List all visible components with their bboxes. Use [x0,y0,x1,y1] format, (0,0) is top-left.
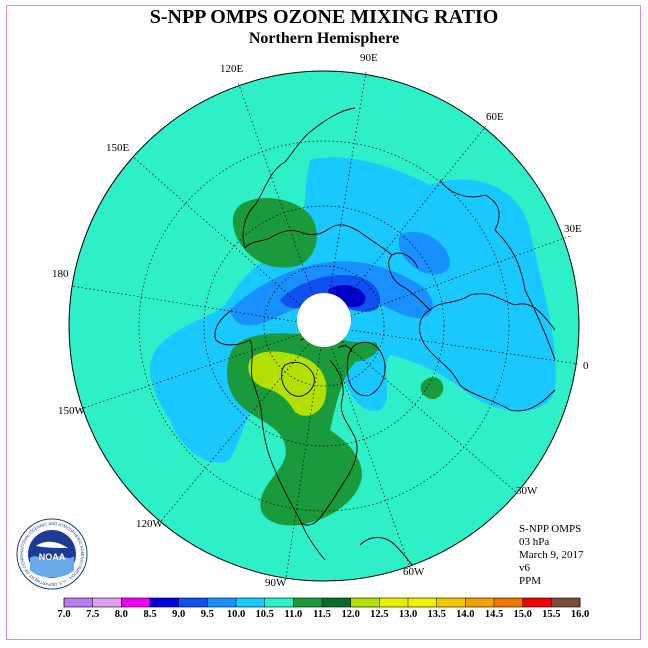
colorbar-swatch [465,598,495,607]
meridian-180 [71,285,325,327]
region-mid-blue-east [398,231,451,275]
logo-text: NOAA [39,552,66,562]
coast-arabia [494,229,526,291]
colorbar-tick-label: 14.5 [485,609,503,620]
info-date: March 9, 2017 [519,549,584,561]
colorbar-tick-label: 9.0 [172,609,185,620]
graticule [71,71,579,579]
colorbar-swatch [178,598,208,607]
colorbar-tick-label: 11.0 [284,609,302,620]
colorbar-tick-label: 10.0 [227,609,245,620]
meridian-150e [131,155,325,327]
coast-africa [524,289,556,361]
lon-label-60w: 60W [403,566,425,578]
colorbar-swatch [408,598,437,607]
meridian-60e [323,125,487,327]
coast-gulf [299,514,323,526]
colorbar-swatch [551,598,581,607]
colorbar-tick-label: 7.5 [86,609,99,620]
lon-label-60e: 60E [486,111,504,123]
region-yellow-green [248,351,327,416]
colorbar-tick-label: 16.0 [571,609,589,620]
colorbar-swatch [207,598,237,607]
figure-border [6,5,641,640]
colorbar-swatch [350,598,380,607]
colorbar-tick-label: 8.0 [115,609,128,620]
colorbar-swatch [264,598,294,607]
coast-hudson-bay [281,361,315,397]
colorbar-swatch [436,598,466,607]
info-pressure-level: 03 hPa [519,536,550,548]
colorbar-tick-label: 14.0 [456,609,474,620]
chart-title: S-NPP OMPS OZONE MIXING RATIO [149,6,499,28]
coast-north-america-east [321,359,358,516]
colorbar-tick-label: 9.5 [201,609,214,620]
region-green-atlantic [420,377,444,400]
coast-alaska [214,309,251,346]
coast-scandinavia [388,252,431,311]
info-version: v6 [519,562,530,574]
latitude-circle-30 [138,140,510,512]
lon-label-30w: 30W [516,485,538,497]
colorbar-tick-label: 12.0 [341,609,359,620]
info-unit: PPM [519,575,542,587]
colorbar-swatch [64,598,93,607]
dataset-info: S-NPP OMPS 03 hPa March 9, 2017 v6 PPM [519,523,583,588]
coast-asia-east [242,107,356,249]
colorbar-swatch [494,598,523,607]
meridian-90e [323,71,367,327]
meridian-60w [323,325,411,569]
colorbar-tick-label: 15.5 [542,609,560,620]
colorbar-tick-label: 8.5 [143,609,156,620]
colorbar-tick-label: 13.0 [399,609,417,620]
info-instrument: S-NPP OMPS [519,523,582,535]
lon-label-150w: 150W [58,405,85,417]
meridian-90w [285,325,325,579]
colorbar-tick-label: 12.5 [370,609,388,620]
colorbar-tick-label: 7.0 [57,609,70,620]
region-green-asia [232,197,317,268]
chart-subtitle: Northern Hemisphere [248,30,400,47]
lon-label-90w: 90W [265,577,287,589]
colorbar-swatch [92,598,122,607]
meridian-0 [323,325,579,365]
noaa-logo: NOAA NATIONAL OCEANIC AND ATMOSPHERIC AD… [16,518,88,590]
lon-label-90e: 90E [360,52,378,64]
colorbar-swatch [236,598,265,607]
colorbar-swatch [150,598,179,607]
colorbar-swatch [379,598,409,607]
lon-label-120w: 120W [136,518,163,530]
lon-label-150e: 150E [106,142,130,154]
latitude-circle-70 [263,265,385,387]
colorbar-swatch [322,598,351,607]
colorbar-tick-label: 13.5 [427,609,445,620]
lon-label-30e: 30E [564,223,582,235]
colorbar-swatch [522,598,552,607]
coast-india [439,179,500,231]
colorbar-tick-label: 11.5 [313,609,331,620]
latitude-circle-50 [203,205,445,447]
meridian-150w [77,325,325,411]
colorbar-tick-label: 10.5 [255,609,273,620]
meridian-120e [237,81,325,327]
colorbar-swatch [293,598,323,607]
lon-label-120e: 120E [220,63,244,75]
colorbar-swatch [121,598,151,607]
lon-label-180: 180 [52,268,69,280]
colorbar-tick-label: 15.0 [513,609,531,620]
coast-greenland [346,341,386,397]
lon-label-0: 0 [583,360,589,372]
polar-no-data-area [297,293,351,347]
coast-asia-north [244,224,393,256]
coast-europe [419,293,556,412]
